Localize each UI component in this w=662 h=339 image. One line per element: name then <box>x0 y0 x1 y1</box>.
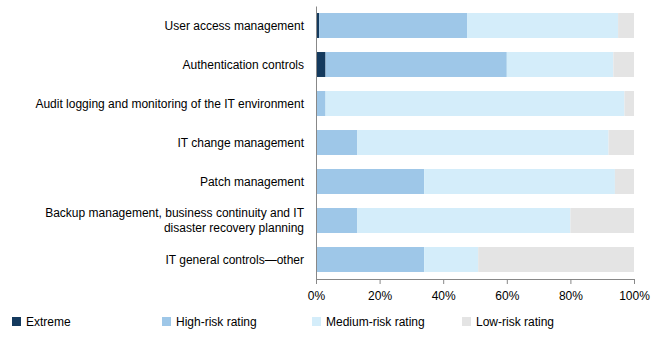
category-labels: User access management Authentication con… <box>35 19 304 267</box>
bar <box>316 247 424 272</box>
category-label: Backup management, business continuity a… <box>45 206 304 235</box>
series <box>478 13 634 272</box>
tick: 60% <box>495 279 519 303</box>
tick-mark <box>570 279 571 284</box>
tick: 80% <box>559 279 583 303</box>
legend-label: Extreme <box>26 315 71 329</box>
tick: 40% <box>432 279 456 303</box>
tick-mark <box>316 279 317 284</box>
bar <box>316 52 326 77</box>
legend-swatch <box>12 317 21 326</box>
series <box>326 13 625 272</box>
legend-label: Medium-risk rating <box>326 315 425 329</box>
bar <box>613 52 634 77</box>
legend-label: Low-risk rating <box>476 315 554 329</box>
category-label: User access management <box>165 19 305 33</box>
tick: 20% <box>368 279 392 303</box>
bar <box>478 247 634 272</box>
bar <box>424 169 615 194</box>
tick-mark <box>634 279 635 284</box>
tick-label: 40% <box>432 289 456 303</box>
axis-line <box>317 280 635 285</box>
bar <box>316 130 357 155</box>
legend-label: High-risk rating <box>176 315 257 329</box>
legend-swatch <box>162 317 171 326</box>
legend-swatch <box>312 317 321 326</box>
chart: 0% 20% 40% 60% 80% 100% User access management… <box>0 0 662 339</box>
category-label-line: Patch management <box>200 175 305 189</box>
bar <box>609 130 634 155</box>
category-label: IT change management <box>177 136 304 150</box>
bar <box>424 247 478 272</box>
bar <box>357 130 608 155</box>
legend-swatch <box>462 317 471 326</box>
tick-mark <box>507 279 508 284</box>
axis-line <box>316 7 317 280</box>
bar <box>570 208 634 233</box>
tick-label: 60% <box>495 289 519 303</box>
category-label: Authentication controls <box>183 58 304 72</box>
tick-label: 0% <box>308 289 326 303</box>
tick-label: 100% <box>619 289 650 303</box>
tick-mark <box>443 279 444 284</box>
tick: 0% <box>308 279 326 303</box>
bar <box>326 52 507 77</box>
tick-label: 20% <box>368 289 392 303</box>
bar <box>467 13 618 38</box>
category-label: Patch management <box>200 175 305 189</box>
bars <box>316 13 634 272</box>
tick-mark <box>380 279 381 284</box>
category-label: Audit logging and monitoring of the IT e… <box>35 97 304 111</box>
bar <box>507 52 614 77</box>
tick-label: 80% <box>559 289 583 303</box>
category-label-line: Backup management, business continuity a… <box>45 206 304 220</box>
bar <box>624 91 634 116</box>
bar <box>326 91 625 116</box>
category-label-line: IT change management <box>177 136 304 150</box>
category-label-line: Authentication controls <box>183 58 304 72</box>
bar <box>316 91 326 116</box>
x-axis: 0% 20% 40% 60% 80% 100% <box>308 279 650 303</box>
y-axis <box>316 7 317 280</box>
bar <box>316 208 357 233</box>
plot: 0% 20% 40% 60% 80% 100% User access management… <box>35 7 650 304</box>
bar <box>615 169 634 194</box>
category-label-line: User access management <box>165 19 305 33</box>
bar <box>357 208 570 233</box>
bar <box>319 13 467 38</box>
category-label-line: disaster recovery planning <box>164 221 304 235</box>
category-label-line: Audit logging and monitoring of the IT e… <box>35 97 304 111</box>
category-label: IT general controls—other <box>165 253 304 267</box>
legend: Extreme High-risk rating Medium-risk ratin… <box>12 315 554 329</box>
category-label-line: IT general controls—other <box>165 253 304 267</box>
bar <box>618 13 634 38</box>
bar <box>316 169 424 194</box>
tick: 100% <box>619 279 650 303</box>
